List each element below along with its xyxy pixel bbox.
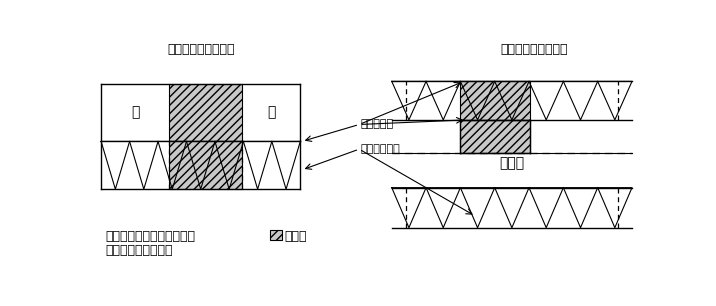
- Text: 部分を: 部分を: [284, 230, 306, 243]
- Text: Ⓑ：両側駐車の場合: Ⓑ：両側駐車の場合: [500, 43, 568, 56]
- Text: Ⓐ：片側駐車の場合: Ⓐ：片側駐車の場合: [167, 43, 235, 56]
- Text: Ⓐ、Ⓑ　いずれの場合も、: Ⓐ、Ⓑ いずれの場合も、: [105, 230, 195, 243]
- Bar: [169, 141, 242, 189]
- Bar: [460, 120, 530, 153]
- Text: 路: 路: [267, 106, 276, 120]
- Bar: [460, 81, 530, 120]
- Bar: [169, 84, 242, 141]
- Text: 車　路: 車 路: [499, 156, 524, 170]
- Bar: [270, 230, 283, 240]
- Text: 駐車スペース: 駐車スペース: [361, 144, 400, 154]
- Text: １放射区偗とする。: １放射区偗とする。: [105, 244, 173, 257]
- Text: 車: 車: [131, 106, 140, 120]
- Text: 区画境界堤: 区画境界堤: [361, 120, 394, 129]
